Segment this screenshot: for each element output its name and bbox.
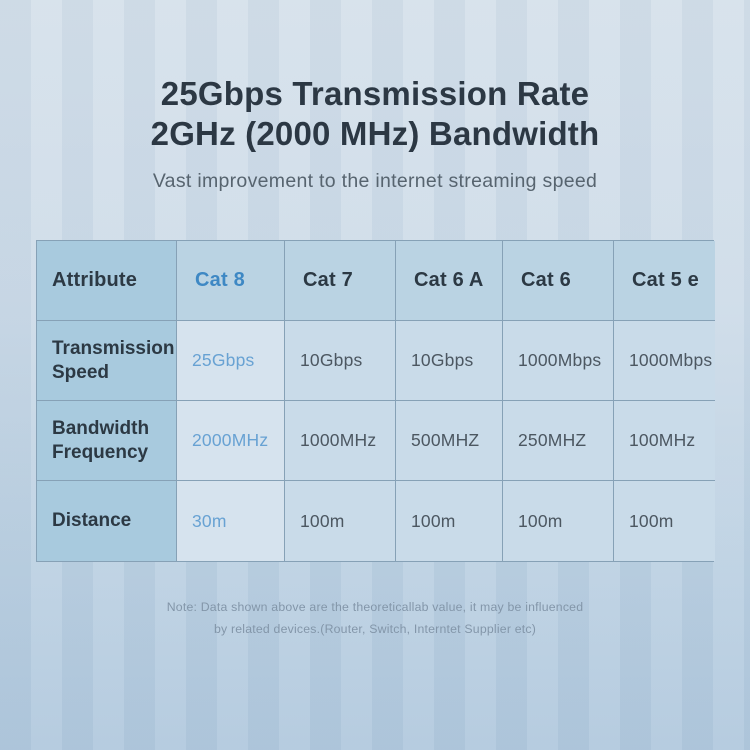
table-cell: 100m (396, 481, 503, 561)
cell-value: 2000MHz (192, 430, 269, 450)
table-cell: 100m (503, 481, 614, 561)
table-cell: 100m (614, 481, 715, 561)
table-cell: 1000MHz (285, 401, 396, 481)
column-header-cat-5e: Cat 5 e (614, 241, 715, 321)
row-label-distance: Distance (37, 481, 177, 561)
cell-value: 500MHZ (411, 430, 480, 450)
headline: 25Gbps Transmission Rate 2GHz (2000 MHz) … (0, 74, 750, 193)
cell-value: 30m (192, 510, 227, 531)
cell-value: 100m (518, 510, 563, 531)
cell-value: 100MHz (629, 430, 696, 450)
cell-value: 100m (300, 510, 345, 531)
title-line-1: 25Gbps Transmission Rate (160, 75, 590, 112)
table-cell: 1000Mbps (503, 321, 614, 401)
table-cell: 250MHZ (503, 401, 614, 481)
column-header-label: Cat 5 e (632, 269, 699, 291)
table-cell: 10Gbps (396, 321, 503, 401)
row-label: Distance (52, 510, 132, 532)
column-header-label: Cat 8 (195, 269, 245, 291)
table-cell: 2000MHz (177, 401, 285, 481)
title-line-2: 2GHz (2000 MHz) Bandwidth (150, 115, 600, 152)
cell-value: 25Gbps (192, 350, 255, 370)
row-label: Bandwidth Frequency (52, 417, 150, 463)
footnote: Note: Data shown above are the theoretic… (0, 596, 750, 640)
row-label-transmission-speed: Transmission Speed (37, 321, 177, 401)
column-header-cat-6: Cat 6 (503, 241, 614, 321)
footnote-line-1: Note: Data shown above are the theoretic… (166, 600, 584, 614)
cell-value: 100m (411, 510, 456, 531)
column-header-label: Cat 6 A (414, 269, 484, 291)
table-cell: 10Gbps (285, 321, 396, 401)
cell-value: 10Gbps (411, 350, 474, 370)
cell-value: 1000Mbps (518, 350, 602, 370)
page-subtitle: Vast improvement to the internet streami… (152, 170, 598, 192)
table-cell: 30m (177, 481, 285, 561)
table-cell: 100m (285, 481, 396, 561)
row-label-bandwidth-frequency: Bandwidth Frequency (37, 401, 177, 481)
column-header-cat-8: Cat 8 (177, 241, 285, 321)
cell-value: 1000Mbps (629, 350, 713, 370)
cell-value: 1000MHz (300, 430, 377, 450)
table-cell: 100MHz (614, 401, 715, 481)
page-title: 25Gbps Transmission Rate 2GHz (2000 MHz) … (0, 74, 750, 154)
column-header-label: Cat 6 (521, 269, 571, 291)
column-header-label: Cat 7 (303, 269, 353, 291)
cell-value: 10Gbps (300, 350, 363, 370)
table-cell: 500MHZ (396, 401, 503, 481)
spec-comparison-table: Attribute Cat 8 Cat 7 Cat 6 A Cat 6 Cat … (36, 240, 715, 562)
column-header-attribute: Attribute (37, 241, 177, 321)
column-header-cat-7: Cat 7 (285, 241, 396, 321)
table-cell: 1000Mbps (614, 321, 715, 401)
column-header-label: Attribute (52, 269, 138, 291)
table-cell: 25Gbps (177, 321, 285, 401)
row-label: Transmission Speed (52, 337, 175, 383)
footnote-line-2: by related devices.(Router, Switch, Inte… (213, 622, 537, 636)
column-header-cat-6a: Cat 6 A (396, 241, 503, 321)
cell-value: 250MHZ (518, 430, 587, 450)
cell-value: 100m (629, 510, 674, 531)
